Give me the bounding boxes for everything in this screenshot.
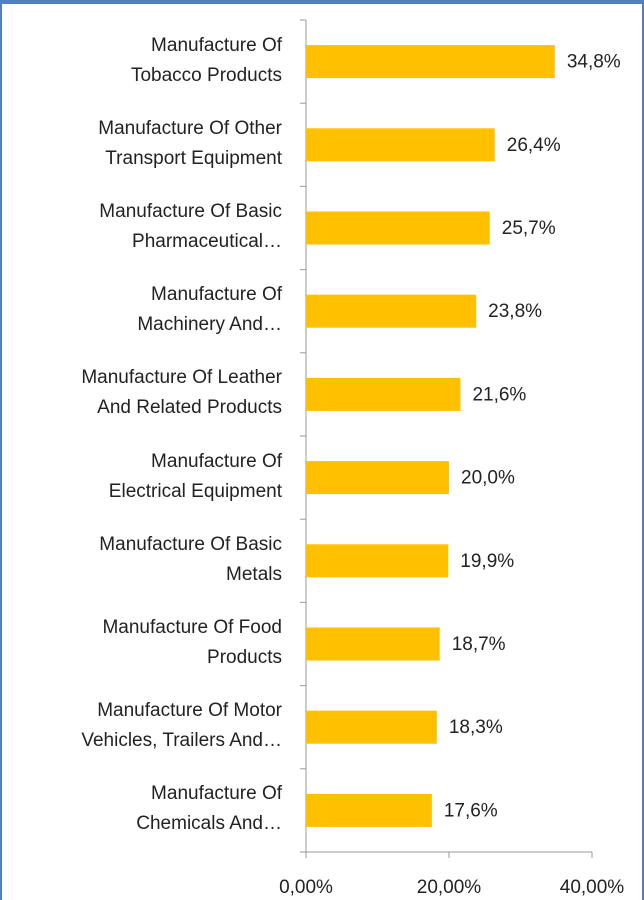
category-label: Manufacture Of Leather And Related Produ…: [81, 367, 282, 419]
category-label: Manufacture Of Electrical Equipment: [108, 450, 282, 502]
value-label: 17,6%: [444, 800, 498, 821]
category-label: Manufacture Of Basic Metals: [99, 533, 282, 585]
bar: [306, 793, 432, 827]
bar: [306, 45, 555, 79]
x-tick-label: 20,00%: [417, 877, 482, 898]
value-label: 26,4%: [507, 135, 561, 156]
x-tick-label: 40,00%: [560, 877, 625, 898]
bar: [306, 377, 461, 411]
category-label: Manufacture Of Machinery And…: [137, 284, 282, 336]
value-label: 20,0%: [461, 468, 515, 489]
category-label: Manufacture Of Chemicals And…: [136, 783, 282, 835]
value-label: 18,7%: [452, 634, 506, 655]
category-label: Manufacture Of Other Transport Equipment: [98, 117, 282, 169]
category-label: Manufacture Of Tobacco Products: [130, 34, 282, 86]
bar: [306, 211, 490, 245]
chart: 0,00% 20,00% 40,00% 34,8% 26,4% 25,7% 23,8% 21,…: [279, 19, 625, 898]
x-tick-label: 0,00%: [279, 877, 333, 898]
value-label: 19,9%: [460, 551, 514, 572]
bar: [306, 627, 440, 661]
value-label: 18,3%: [449, 717, 503, 738]
category-label: Manufacture Of Basic Pharmaceutical…: [99, 201, 282, 252]
bar: [306, 544, 449, 578]
category-label: Manufacture Of Food Products: [102, 617, 282, 668]
value-label: 23,8%: [488, 301, 542, 322]
value-label: 21,6%: [472, 384, 526, 405]
bar: [306, 710, 437, 744]
category-label: Manufacture Of Motor Vehicles, Trailers …: [81, 700, 282, 752]
value-label: 25,7%: [502, 218, 556, 239]
bar: [306, 128, 495, 162]
value-label: 34,8%: [567, 52, 621, 73]
bar: [306, 461, 449, 495]
bar: [306, 294, 477, 328]
